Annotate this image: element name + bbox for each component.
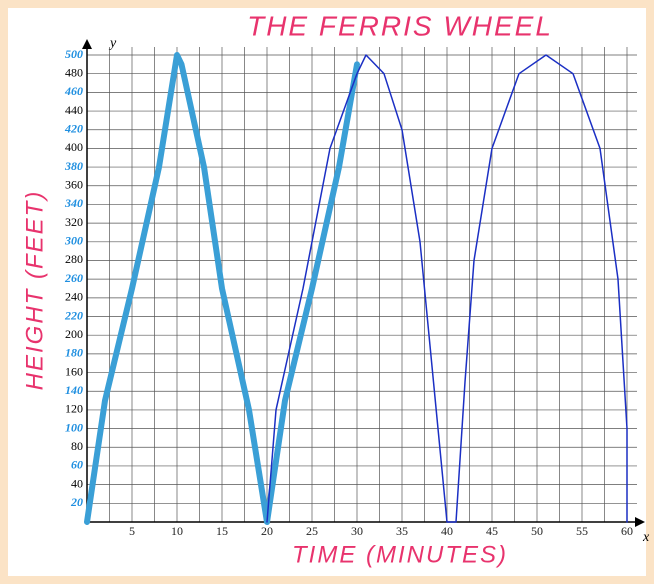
x-axis-label: TIME (MINUTES) xyxy=(292,541,508,568)
x-tick-label: 10 xyxy=(171,524,183,538)
y-tick-label: 320 xyxy=(65,215,83,229)
y-tick-label: 380 xyxy=(64,159,83,173)
y-tick-label: 160 xyxy=(65,364,83,378)
y-tick-label: 140 xyxy=(65,383,83,397)
x-tick-label: 50 xyxy=(531,524,543,538)
y-tick-label: 400 xyxy=(65,140,83,154)
y-tick-label: 340 xyxy=(64,196,83,210)
y-axis-label: HEIGHT (FEET) xyxy=(21,190,48,391)
y-tick-label: 420 xyxy=(64,121,83,135)
y-tick-label: 20 xyxy=(70,495,83,509)
x-tick-label: 45 xyxy=(486,524,498,538)
paper xyxy=(8,8,646,576)
y-tick-label: 360 xyxy=(65,178,83,192)
x-tick-label: 40 xyxy=(441,524,453,538)
y-tick-label: 240 xyxy=(65,290,83,304)
x-tick-label: 5 xyxy=(129,524,135,538)
y-tick-label: 180 xyxy=(65,346,83,360)
y-tick-label: 500 xyxy=(65,47,83,61)
y-tick-label: 480 xyxy=(65,65,83,79)
x-tick-label: 60 xyxy=(621,524,633,538)
y-tick-label: 460 xyxy=(64,84,83,98)
x-tick-label: 30 xyxy=(351,524,363,538)
x-tick-label: 35 xyxy=(396,524,408,538)
chart-title: THE FERRIS WHEEL xyxy=(247,10,553,41)
y-tick-label: 100 xyxy=(65,420,83,434)
y-tick-label: 60 xyxy=(71,458,83,472)
y-tick-label: 200 xyxy=(65,327,83,341)
x-tick-label: 25 xyxy=(306,524,318,538)
y-tick-label: 80 xyxy=(71,439,83,453)
y-tick-label: 300 xyxy=(64,234,83,248)
y-tick-label: 280 xyxy=(65,252,83,266)
y-tick-label: 260 xyxy=(64,271,83,285)
chart: THE FERRIS WHEEL TIME (MINUTES) HEIGHT (… xyxy=(0,0,654,584)
page: {"chart_data": {"type": "line", "title":… xyxy=(0,0,654,584)
y-tick-label: 440 xyxy=(65,103,83,117)
y-tick-label: 120 xyxy=(65,402,83,416)
x-axis-symbol: x xyxy=(642,530,650,545)
y-tick-label: 40 xyxy=(71,476,83,490)
x-tick-label: 20 xyxy=(261,524,273,538)
x-tick-label: 55 xyxy=(576,524,588,538)
x-tick-label: 15 xyxy=(216,524,228,538)
y-tick-label: 220 xyxy=(64,308,83,322)
